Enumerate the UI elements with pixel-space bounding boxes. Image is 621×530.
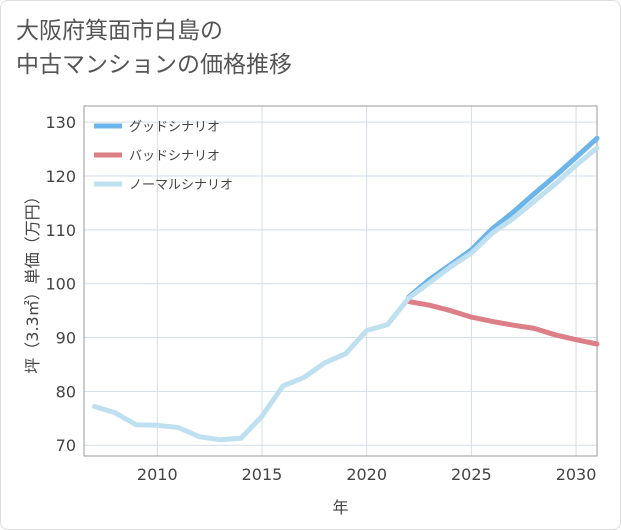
y-tick-label: 130	[45, 113, 76, 132]
y-tick-label: 100	[45, 275, 76, 294]
chart-title: 大阪府箕面市白島の 中古マンションの価格推移	[16, 14, 292, 82]
chart-title-line-2: 中古マンションの価格推移	[16, 52, 292, 78]
chart-title-line-1: 大阪府箕面市白島の	[16, 18, 223, 44]
x-tick-label: 2030	[556, 465, 597, 484]
y-tick-label: 110	[45, 221, 76, 240]
legend-label: グッドシナリオ	[129, 120, 220, 135]
x-tick-label: 2015	[242, 465, 283, 484]
legend-label: バッドシナリオ	[129, 149, 220, 164]
x-tick-label: 2010	[137, 465, 178, 484]
x-axis-title: 年	[332, 498, 348, 517]
plot-area	[84, 106, 597, 456]
y-tick-label: 70	[56, 436, 76, 455]
series-lines	[92, 135, 600, 443]
x-tick-label: 2025	[451, 465, 492, 484]
legend-label: ノーマルシナリオ	[129, 178, 233, 193]
x-tick-label: 2020	[346, 465, 387, 484]
y-tick-label: 120	[45, 167, 76, 186]
plot-border	[83, 105, 598, 457]
y-tick-label: 80	[56, 382, 76, 401]
y-axis-title: 坪（3.3㎡）単価（万円）	[23, 188, 42, 373]
series-line-1	[406, 299, 600, 347]
y-tick-label: 90	[56, 329, 76, 348]
